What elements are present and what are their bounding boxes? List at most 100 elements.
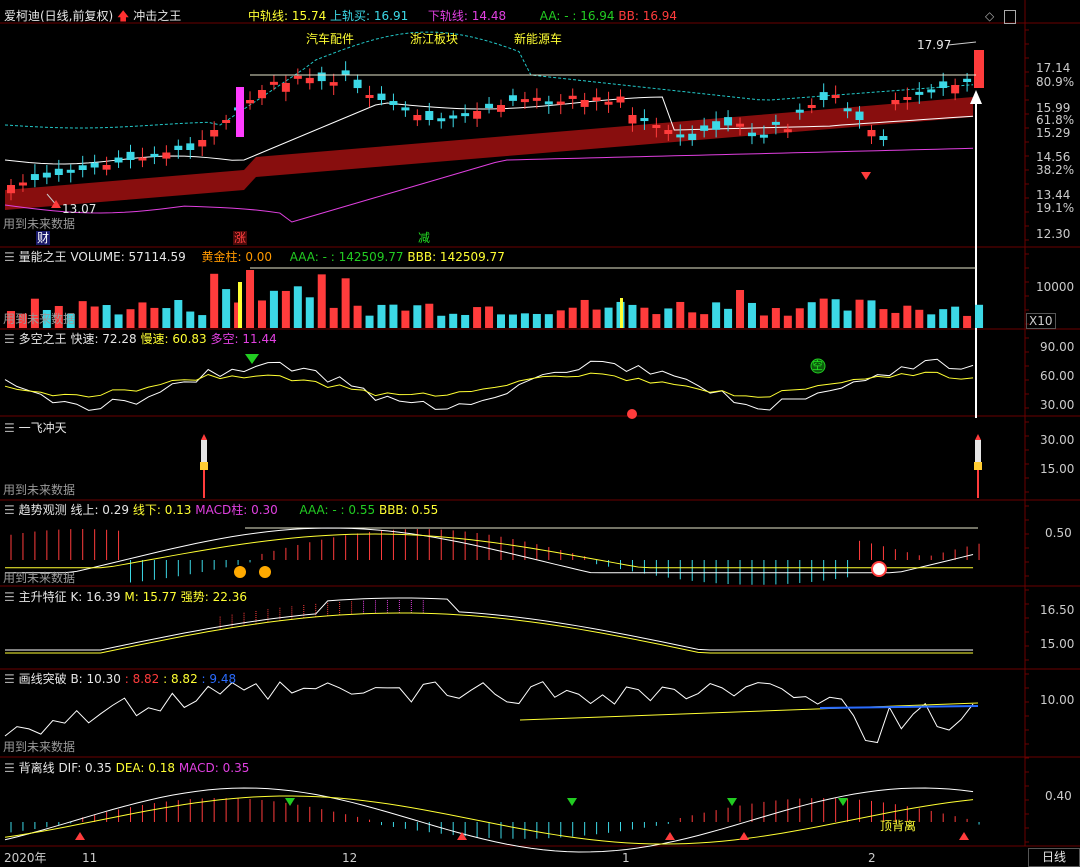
volume-bar — [389, 304, 398, 328]
volume-bar — [66, 313, 75, 328]
up-arrow-marker — [665, 832, 675, 840]
concept-tag[interactable]: 新能源车 — [514, 32, 563, 46]
panel-title[interactable]: 量能之王 — [18, 250, 67, 264]
concept-tag[interactable]: 浙江板块 — [410, 32, 459, 46]
volume-bar — [508, 314, 517, 328]
aaa-value: AAA: - : 0.55 — [299, 503, 376, 517]
rocket-flame — [203, 470, 205, 498]
price-tick: 19.1% — [1036, 201, 1075, 215]
panel-toggle-icon[interactable] — [1004, 9, 1017, 24]
down-arrow-marker — [838, 798, 848, 806]
volume-value: VOLUME: 57114.59 — [70, 250, 186, 264]
panel-title[interactable]: 背离线 — [18, 761, 55, 775]
diamond-icon[interactable]: ◇ — [985, 9, 995, 23]
rocket-nose — [975, 434, 981, 440]
volume-bar — [90, 306, 99, 328]
panel-title[interactable]: 多空之王 — [18, 332, 67, 346]
panel-title[interactable]: 主升特征 — [18, 590, 67, 604]
huaxian-header: ☰ 画线突破 B: 10.30 : 8.82 : 8.82 : 9.48 — [4, 672, 236, 686]
candle-body — [616, 96, 625, 103]
collapse-icon[interactable]: ☰ — [4, 672, 15, 686]
candle-body — [759, 134, 768, 138]
volume-bar — [544, 314, 553, 328]
rocket-body — [975, 440, 981, 470]
candle-body — [138, 157, 147, 161]
collapse-icon[interactable]: ☰ — [4, 761, 15, 775]
stock-title: 爱柯迪(日线,前复权) 🡅 冲击之王 — [4, 9, 181, 23]
volume-bar — [879, 309, 888, 328]
future-data-note: 用到未来数据 — [3, 740, 76, 754]
ma-dashed-line — [4, 31, 974, 129]
dif-line — [4, 787, 974, 853]
period-button[interactable]: 日线 — [1028, 848, 1080, 867]
candle-body — [712, 121, 721, 130]
collapse-icon[interactable]: ☰ — [4, 590, 15, 604]
indicator-name[interactable]: 冲击之王 — [133, 9, 182, 23]
volume-bar — [604, 307, 613, 328]
tag-jian[interactable]: 减 — [418, 231, 431, 245]
candle-body — [353, 79, 362, 89]
candle-body — [269, 81, 278, 85]
volume-bar — [855, 299, 864, 328]
breakout-line — [519, 702, 979, 721]
tag-cai[interactable]: 财 — [36, 231, 51, 245]
candle-body — [246, 100, 255, 104]
candle-body — [437, 118, 446, 122]
volume-bar — [532, 313, 541, 328]
m-value: M: 15.77 — [124, 590, 177, 604]
volume-bar — [807, 302, 816, 328]
v1-value: : 8.82 — [124, 672, 160, 686]
volume-bar — [795, 308, 804, 328]
dea-value: DEA: 0.18 — [115, 761, 175, 775]
candle-body — [879, 136, 888, 140]
b-value: B: 10.30 — [70, 672, 121, 686]
aa-value: AA: - : 16.94 — [539, 9, 615, 23]
volume-bar — [688, 312, 697, 328]
rocket-fin — [974, 462, 982, 470]
concept-tag[interactable]: 汽车配件 — [306, 32, 355, 46]
duokong-tick: 30.00 — [1040, 398, 1075, 412]
tag-top-divergence[interactable]: 顶背离 — [880, 819, 917, 833]
tag-kong[interactable]: 空 — [812, 359, 823, 372]
signal-arrow-head — [970, 90, 982, 104]
collapse-icon[interactable]: ☰ — [4, 332, 15, 346]
gold-column — [620, 298, 623, 328]
candle-body — [915, 91, 924, 95]
slow-value: 慢速: 60.83 — [140, 332, 207, 346]
volume-bar — [102, 305, 111, 328]
candle-body — [664, 130, 673, 134]
panel-title[interactable]: 趋势观测 — [18, 503, 67, 517]
yifei-tick: 30.00 — [1040, 433, 1075, 447]
high-label-leader — [947, 41, 977, 46]
volume-bar — [317, 274, 326, 328]
collapse-icon[interactable]: ☰ — [4, 250, 15, 264]
price-tick: 15.29 — [1036, 126, 1071, 140]
collapse-icon[interactable]: ☰ — [4, 503, 15, 517]
volume-bar — [485, 306, 494, 328]
volume-bar — [831, 299, 840, 328]
volume-bar — [281, 290, 290, 328]
plus-signal-icon — [871, 561, 887, 577]
volume-bar — [449, 313, 458, 328]
candle-body — [198, 140, 207, 147]
candle-body — [640, 118, 649, 122]
candle-body — [210, 130, 219, 137]
bbb-value: BBB: 142509.77 — [407, 250, 505, 264]
volume-bar — [413, 305, 422, 328]
volume-bar — [425, 303, 434, 328]
candle-body — [126, 151, 135, 160]
panel-title[interactable]: 一飞冲天 — [18, 421, 67, 435]
tag-zhang[interactable]: 涨 — [233, 231, 248, 245]
volume-bar — [700, 314, 709, 328]
candle-body — [497, 105, 505, 112]
zhusheng-tick: 16.50 — [1040, 603, 1075, 617]
panel-title[interactable]: 画线突破 — [18, 672, 67, 686]
candle-body — [485, 103, 494, 108]
candle-body — [281, 82, 290, 92]
candle-body — [317, 72, 326, 82]
collapse-icon[interactable]: ☰ — [4, 421, 15, 435]
trend-band — [5, 97, 974, 210]
breakout-line-blue — [819, 705, 979, 709]
fast-line — [4, 358, 974, 411]
